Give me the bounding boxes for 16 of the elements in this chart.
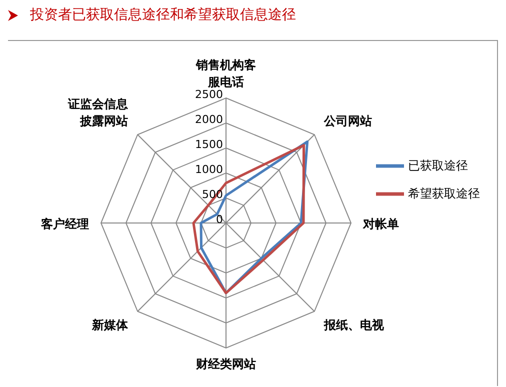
y-tick-label: 0 — [216, 213, 223, 226]
y-tick-label: 1500 — [195, 138, 223, 151]
spoke-label: 财经类网站 — [195, 357, 256, 371]
spoke-label: 新媒体 — [90, 318, 129, 332]
y-tick-label: 2500 — [195, 88, 223, 101]
spoke-label: 证监会信息披露网站 — [66, 96, 129, 128]
y-tick-label: 2000 — [195, 113, 223, 126]
spoke-label: 报纸、电视 — [323, 318, 386, 332]
legend-label: 希望获取途径 — [408, 186, 480, 200]
spoke-label: 对帐单 — [362, 217, 399, 231]
chart-title: 投资者已获取信息途径和希望获取信息途径 — [30, 6, 296, 24]
legend-label: 已获取途径 — [408, 158, 468, 172]
y-tick-label: 1000 — [195, 163, 223, 176]
spoke-label: 销售机构客服电话 — [195, 58, 256, 89]
spoke-label: 公司网站 — [323, 114, 372, 128]
spoke-label: 客户经理 — [40, 217, 89, 231]
